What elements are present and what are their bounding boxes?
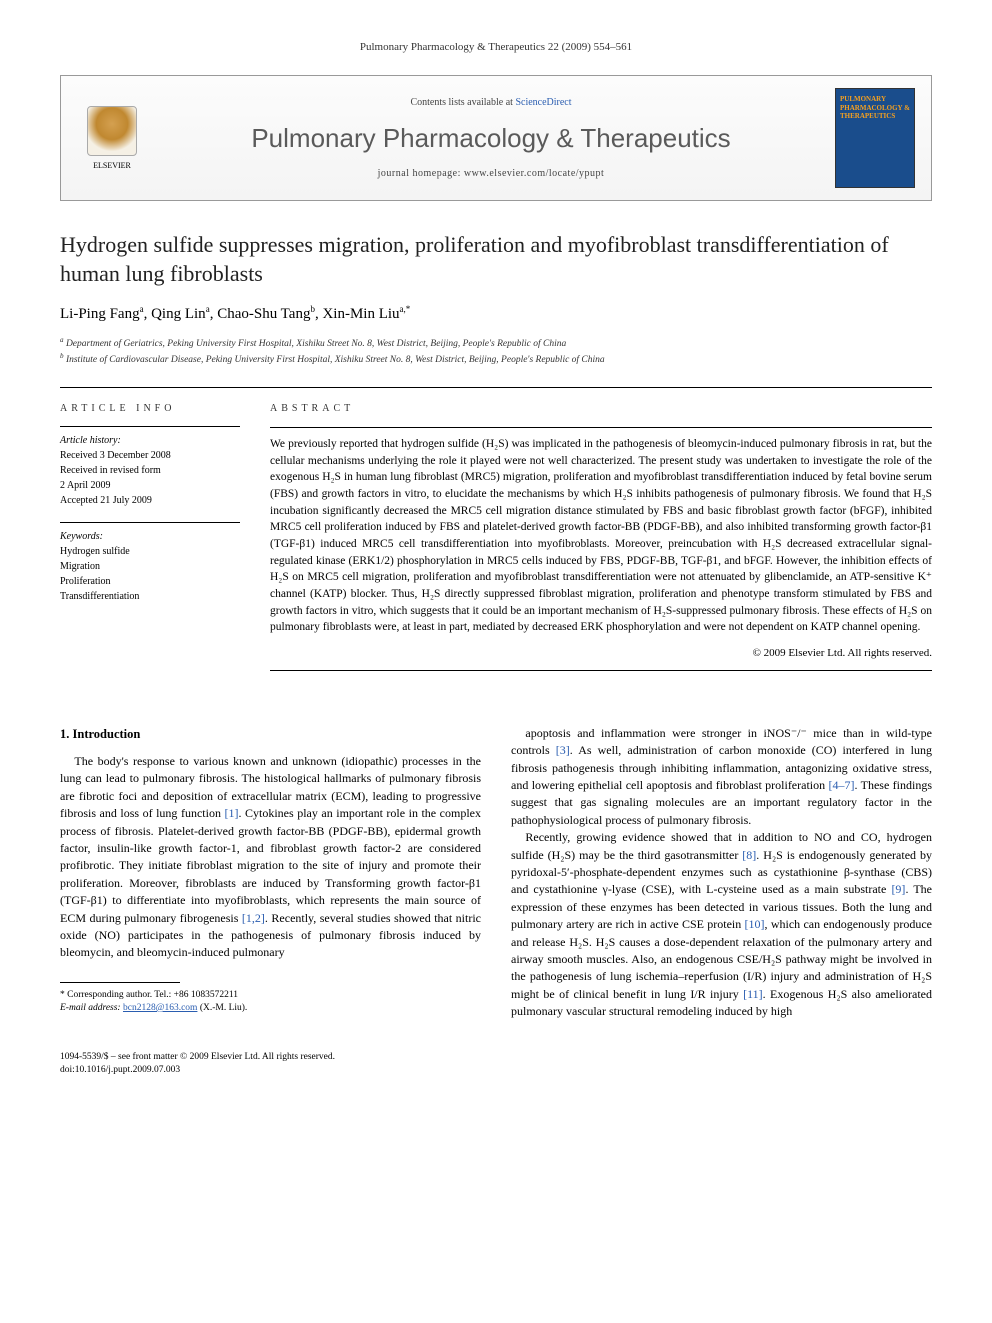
keyword: Transdifferentiation (60, 589, 240, 604)
intro-para: The body's response to various known and… (60, 753, 481, 962)
affiliations: a Department of Geriatrics, Peking Unive… (60, 335, 932, 368)
info-abstract-row: ARTICLE INFO Article history: Received 3… (60, 387, 932, 695)
contents-available-line: Contents lists available at ScienceDirec… (163, 96, 819, 110)
keywords-block: Keywords: Hydrogen sulfide Migration Pro… (60, 522, 240, 604)
sciencedirect-link[interactable]: ScienceDirect (515, 97, 571, 108)
footnote-separator (60, 982, 180, 983)
keywords-label: Keywords: (60, 529, 240, 544)
journal-masthead: ELSEVIER Contents lists available at Sci… (60, 75, 932, 201)
corresponding-author-footnote: * Corresponding author. Tel.: +86 108357… (60, 989, 481, 1016)
affiliation: a Department of Geriatrics, Peking Unive… (60, 335, 932, 351)
history-line: Accepted 21 July 2009 (60, 493, 240, 508)
contents-prefix: Contents lists available at (410, 97, 515, 108)
history-label: Article history: (60, 433, 240, 448)
elsevier-logo: ELSEVIER (77, 98, 147, 178)
affiliation: b Institute of Cardiovascular Disease, P… (60, 351, 932, 367)
keyword: Hydrogen sulfide (60, 544, 240, 559)
intro-para: Recently, growing evidence showed that i… (511, 829, 932, 1020)
intro-para: apoptosis and inflammation were stronger… (511, 725, 932, 829)
author: Chao-Shu Tangb (217, 306, 315, 322)
history-line: 2 April 2009 (60, 478, 240, 493)
journal-name: Pulmonary Pharmacology & Therapeutics (163, 120, 819, 156)
journal-homepage: journal homepage: www.elsevier.com/locat… (163, 167, 819, 181)
page-footer: 1094-5539/$ – see front matter © 2009 El… (60, 1051, 932, 1078)
elsevier-tree-icon (87, 106, 137, 156)
abstract: ABSTRACT We previously reported that hyd… (270, 402, 932, 695)
running-header: Pulmonary Pharmacology & Therapeutics 22… (60, 40, 932, 55)
keyword: Proliferation (60, 574, 240, 589)
corr-line: * Corresponding author. Tel.: +86 108357… (60, 989, 481, 1002)
corr-email-line: E-mail address: bcn2128@163.com (X.-M. L… (60, 1002, 481, 1015)
masthead-center: Contents lists available at ScienceDirec… (163, 96, 819, 180)
article-info: ARTICLE INFO Article history: Received 3… (60, 402, 240, 695)
keyword: Migration (60, 559, 240, 574)
doi-line: doi:10.1016/j.pupt.2009.07.003 (60, 1064, 932, 1077)
abstract-bottom-rule (270, 670, 932, 671)
journal-cover-thumbnail: PULMONARY PHARMACOLOGY & THERAPEUTICS (835, 88, 915, 188)
author-list: Li-Ping Fanga, Qing Lina, Chao-Shu Tangb… (60, 303, 932, 325)
article-title: Hydrogen sulfide suppresses migration, p… (60, 231, 932, 288)
author: Li-Ping Fanga (60, 306, 144, 322)
article-info-heading: ARTICLE INFO (60, 402, 240, 416)
history-line: Received in revised form (60, 463, 240, 478)
abstract-copyright: © 2009 Elsevier Ltd. All rights reserved… (270, 646, 932, 662)
author: Xin-Min Liua,* (322, 306, 410, 322)
abstract-body: We previously reported that hydrogen sul… (270, 427, 932, 636)
history-line: Received 3 December 2008 (60, 448, 240, 463)
corr-email-suffix: (X.-M. Liu). (197, 1003, 247, 1013)
abstract-heading: ABSTRACT (270, 402, 932, 417)
cover-title: PULMONARY PHARMACOLOGY & THERAPEUTICS (840, 95, 910, 120)
author: Qing Lina (151, 306, 210, 322)
publisher-name: ELSEVIER (93, 160, 131, 171)
email-label: E-mail address: (60, 1003, 121, 1013)
article-history: Article history: Received 3 December 200… (60, 426, 240, 508)
issn-line: 1094-5539/$ – see front matter © 2009 El… (60, 1051, 932, 1064)
section-heading-introduction: 1. Introduction (60, 725, 481, 743)
article-body: 1. Introduction The body's response to v… (60, 725, 932, 1021)
corr-email-link[interactable]: bcn2128@163.com (123, 1003, 197, 1013)
